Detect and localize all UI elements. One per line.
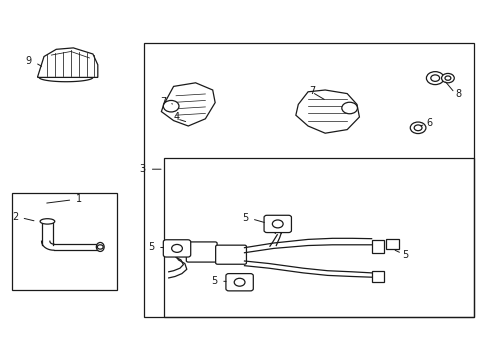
Bar — [144, 43, 473, 317]
Circle shape — [272, 220, 283, 228]
Ellipse shape — [96, 243, 104, 251]
Text: 2: 2 — [12, 212, 19, 222]
Text: 3: 3 — [139, 164, 145, 174]
Text: 5: 5 — [401, 250, 407, 260]
Circle shape — [97, 245, 103, 249]
FancyBboxPatch shape — [186, 242, 217, 262]
Text: 8: 8 — [455, 89, 461, 99]
Circle shape — [341, 102, 357, 114]
Circle shape — [444, 76, 450, 80]
Bar — [386, 239, 398, 249]
Circle shape — [409, 122, 425, 134]
Circle shape — [413, 125, 421, 131]
Circle shape — [426, 72, 443, 85]
Bar — [371, 271, 383, 282]
Circle shape — [234, 278, 244, 286]
FancyBboxPatch shape — [163, 240, 190, 257]
Polygon shape — [161, 83, 215, 126]
Text: 5: 5 — [148, 242, 154, 252]
Text: 5: 5 — [211, 276, 217, 286]
Bar — [163, 158, 473, 317]
Text: 7: 7 — [160, 96, 166, 107]
FancyBboxPatch shape — [225, 274, 253, 291]
Text: 7: 7 — [308, 86, 315, 96]
Circle shape — [171, 244, 182, 252]
Text: 1: 1 — [76, 194, 82, 204]
Circle shape — [441, 73, 453, 83]
Polygon shape — [38, 48, 98, 77]
Circle shape — [163, 100, 179, 112]
Text: 9: 9 — [25, 56, 32, 66]
Polygon shape — [295, 90, 359, 133]
Circle shape — [430, 75, 439, 81]
Bar — [371, 240, 383, 253]
FancyBboxPatch shape — [264, 215, 291, 233]
Text: 5: 5 — [242, 213, 248, 223]
Ellipse shape — [40, 219, 55, 224]
Text: 4: 4 — [173, 112, 180, 122]
Bar — [12, 193, 117, 290]
FancyBboxPatch shape — [215, 245, 246, 264]
Text: 6: 6 — [426, 118, 432, 128]
